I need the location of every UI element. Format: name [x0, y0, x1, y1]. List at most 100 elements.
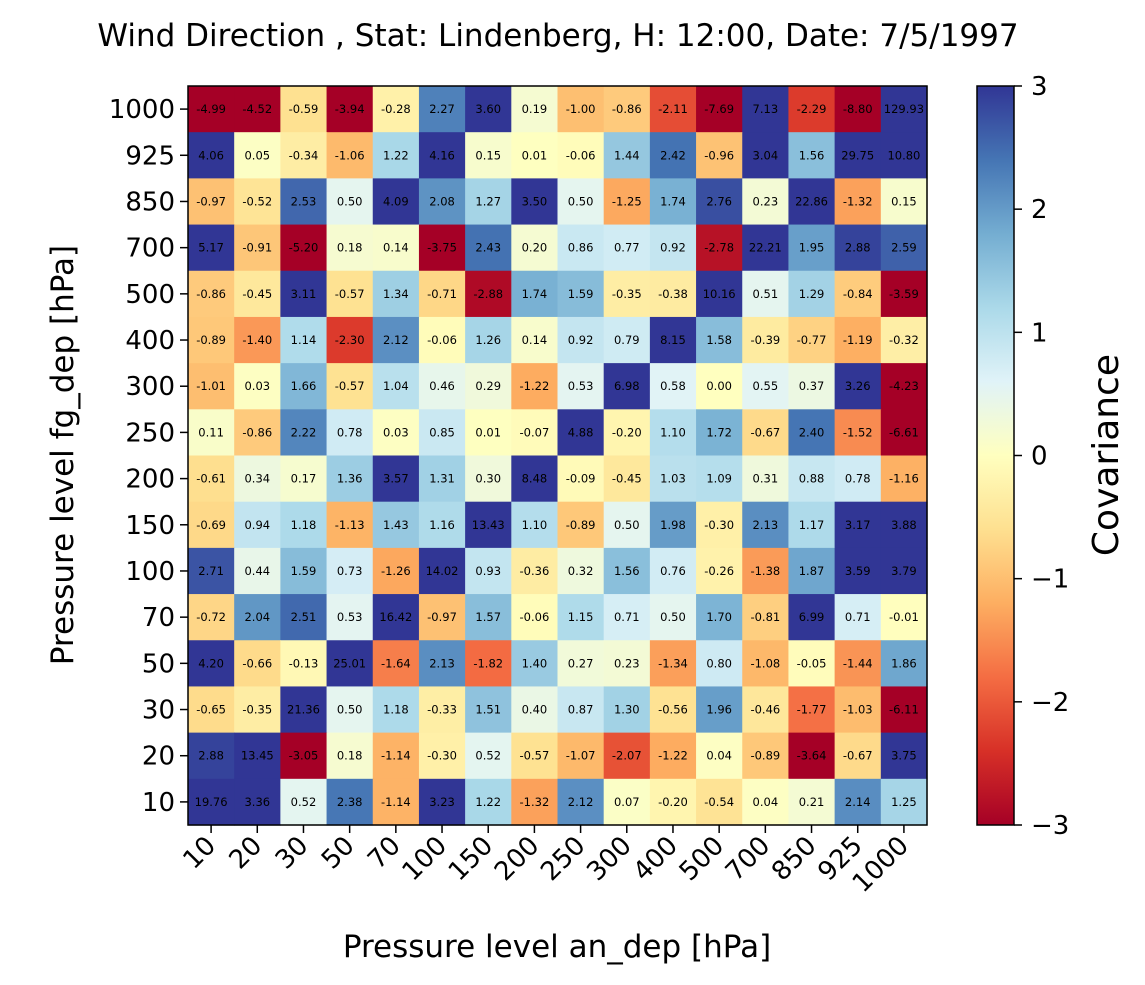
cell-value-label: 1.95	[799, 241, 825, 255]
cell-value-label: -0.01	[889, 610, 919, 624]
heatmap-cell	[880, 178, 928, 226]
heatmap-cell	[742, 270, 790, 318]
cell-value-label: -0.06	[566, 148, 596, 162]
heatmap-cell	[649, 686, 697, 734]
heatmap-cell	[188, 316, 235, 364]
heatmap-cell	[834, 224, 882, 272]
heatmap-cell	[511, 409, 559, 457]
x-tick-label: 300	[581, 831, 637, 887]
heatmap-cell	[649, 363, 697, 410]
cell-value-label: -2.78	[704, 241, 734, 255]
heatmap-cell	[788, 686, 836, 734]
cell-value-label: 0.05	[244, 148, 270, 162]
cell-value-label: -2.29	[797, 102, 827, 116]
heatmap-cell	[280, 686, 328, 734]
heatmap-cell	[372, 501, 420, 549]
heatmap-cell	[465, 686, 512, 734]
y-tick-label: 50	[142, 649, 175, 679]
cell-value-label: 0.86	[568, 241, 594, 255]
cell-value-label: 1.44	[614, 148, 640, 162]
cell-value-label: 1.10	[522, 518, 548, 532]
heatmap-cell	[788, 594, 836, 641]
heatmap-cell	[788, 86, 836, 133]
cell-value-label: -0.86	[196, 287, 226, 301]
cell-value-label: 2.88	[845, 241, 871, 255]
cell-value-label: 0.85	[429, 425, 455, 439]
heatmap-cell	[557, 178, 605, 226]
cell-value-label: 0.17	[291, 472, 317, 486]
heatmap-cell	[557, 270, 605, 318]
cell-value-label: -0.20	[658, 795, 688, 809]
heatmap-cell	[280, 594, 328, 641]
heatmap-cell	[557, 547, 605, 595]
heatmap-cell	[234, 547, 281, 595]
cell-value-label: 0.18	[337, 241, 363, 255]
cell-value-label: -1.08	[750, 656, 780, 670]
heatmap-cell	[880, 594, 928, 641]
cell-value-label: -0.30	[427, 749, 457, 763]
cell-value-label: 1.98	[660, 518, 686, 532]
heatmap-cell	[511, 501, 559, 549]
cell-value-label: 2.71	[198, 564, 224, 578]
cell-value-label: 4.88	[568, 425, 594, 439]
cell-value-label: 2.04	[244, 610, 270, 624]
heatmap-cell	[280, 455, 328, 503]
cell-value-label: 0.18	[337, 749, 363, 763]
cell-value-label: -0.33	[427, 703, 457, 717]
cell-value-label: 0.40	[522, 703, 548, 717]
cell-value-label: 0.92	[660, 241, 686, 255]
y-tick-label: 10	[142, 788, 175, 818]
cell-value-label: -0.35	[242, 703, 272, 717]
heatmap-cell	[649, 455, 697, 503]
heatmap-cell	[696, 640, 743, 688]
cell-value-label: 0.46	[429, 379, 455, 393]
cell-value-label: 1.04	[383, 379, 409, 393]
cell-value-label: 1.27	[475, 194, 501, 208]
heatmap-cell	[511, 86, 559, 133]
cell-value-label: -2.88	[473, 287, 503, 301]
heatmap-cell	[326, 224, 374, 272]
heatmap-cell	[280, 778, 328, 826]
heatmap-cell	[696, 363, 743, 410]
cell-value-label: -0.65	[196, 703, 226, 717]
heatmap-cell	[234, 778, 281, 826]
heatmap-cell	[788, 640, 836, 688]
heatmap-cell	[188, 547, 235, 595]
cell-value-label: 1.51	[475, 703, 501, 717]
cell-value-label: 2.12	[383, 333, 409, 347]
heatmap-cell	[188, 640, 235, 688]
cell-value-label: 0.92	[568, 333, 594, 347]
cell-value-label: 3.36	[244, 795, 270, 809]
cell-value-label: 129.93	[884, 102, 924, 116]
cell-value-label: 0.04	[753, 795, 779, 809]
cell-value-label: -0.57	[335, 287, 365, 301]
cell-value-label: -0.67	[843, 749, 873, 763]
heatmap-cell	[326, 363, 374, 410]
cell-value-label: 4.20	[198, 656, 224, 670]
heatmap-cell	[188, 132, 235, 179]
heatmap-cell	[696, 732, 743, 780]
heatmap-cell	[465, 455, 512, 503]
cell-value-label: 1.34	[383, 287, 409, 301]
cell-value-label: -0.45	[242, 287, 272, 301]
cell-value-label: -2.30	[335, 333, 365, 347]
heatmap-cell	[603, 501, 651, 549]
cell-value-label: 19.76	[195, 795, 228, 809]
heatmap-cell	[880, 409, 928, 457]
heatmap-cell	[880, 640, 928, 688]
cell-value-label: 1.03	[660, 472, 686, 486]
heatmap-cell	[788, 363, 836, 410]
heatmap-cell	[788, 178, 836, 226]
heatmap-cell	[511, 686, 559, 734]
cell-value-label: -0.89	[750, 749, 780, 763]
heatmap-cell	[742, 778, 790, 826]
cell-value-label: 29.75	[841, 148, 874, 162]
heatmap-cell	[372, 686, 420, 734]
cell-value-label: 0.21	[799, 795, 825, 809]
heatmap-cell	[234, 86, 281, 133]
heatmap-cell	[511, 224, 559, 272]
heatmap-cell	[511, 640, 559, 688]
x-tick-label: 400	[628, 831, 684, 887]
cell-value-label: 4.16	[429, 148, 455, 162]
cell-value-label: -1.52	[843, 425, 873, 439]
